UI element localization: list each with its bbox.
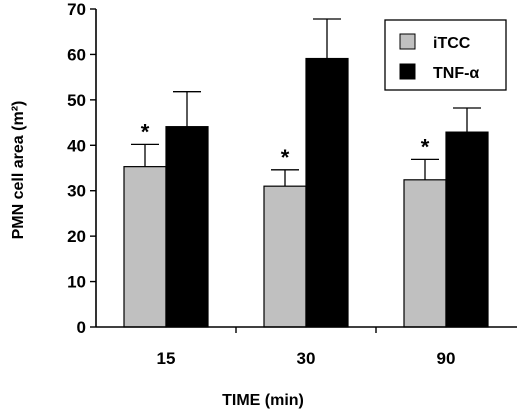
bar-tnf-30: [305, 57, 349, 328]
y-tick-label-70: 70: [67, 0, 86, 19]
legend-swatch-itcc: [399, 33, 416, 50]
bar-itcc-15: [123, 166, 167, 328]
y-tick-label-0: 0: [77, 318, 86, 337]
y-axis-title: PMN cell area (m²): [10, 101, 27, 240]
x-tick-label-30: 30: [297, 349, 316, 368]
bar-tnf-90: [445, 131, 489, 328]
significance-marker-30: *: [281, 145, 290, 170]
x-axis-title: TIME (min): [222, 392, 304, 409]
legend: iTCC TNF-α: [384, 19, 507, 91]
y-tick-label-10: 10: [67, 273, 86, 292]
y-tick-label-20: 20: [67, 227, 86, 246]
x-tick-label-90: 90: [437, 349, 456, 368]
legend-label-itcc: iTCC: [433, 35, 471, 52]
bar-itcc-90: [403, 179, 447, 328]
x-tick-label-15: 15: [157, 349, 176, 368]
legend-label-tnf: TNF-α: [433, 65, 479, 82]
y-tick-label-40: 40: [67, 136, 86, 155]
y-tick-label-60: 60: [67, 45, 86, 64]
significance-marker-90: *: [421, 134, 430, 159]
bar-tnf-15: [165, 126, 209, 328]
legend-swatch-tnf: [399, 63, 416, 80]
significance-marker-15: *: [141, 119, 150, 144]
bar-itcc-30: [263, 185, 307, 328]
y-tick-label-50: 50: [67, 91, 86, 110]
y-tick-label-30: 30: [67, 182, 86, 201]
